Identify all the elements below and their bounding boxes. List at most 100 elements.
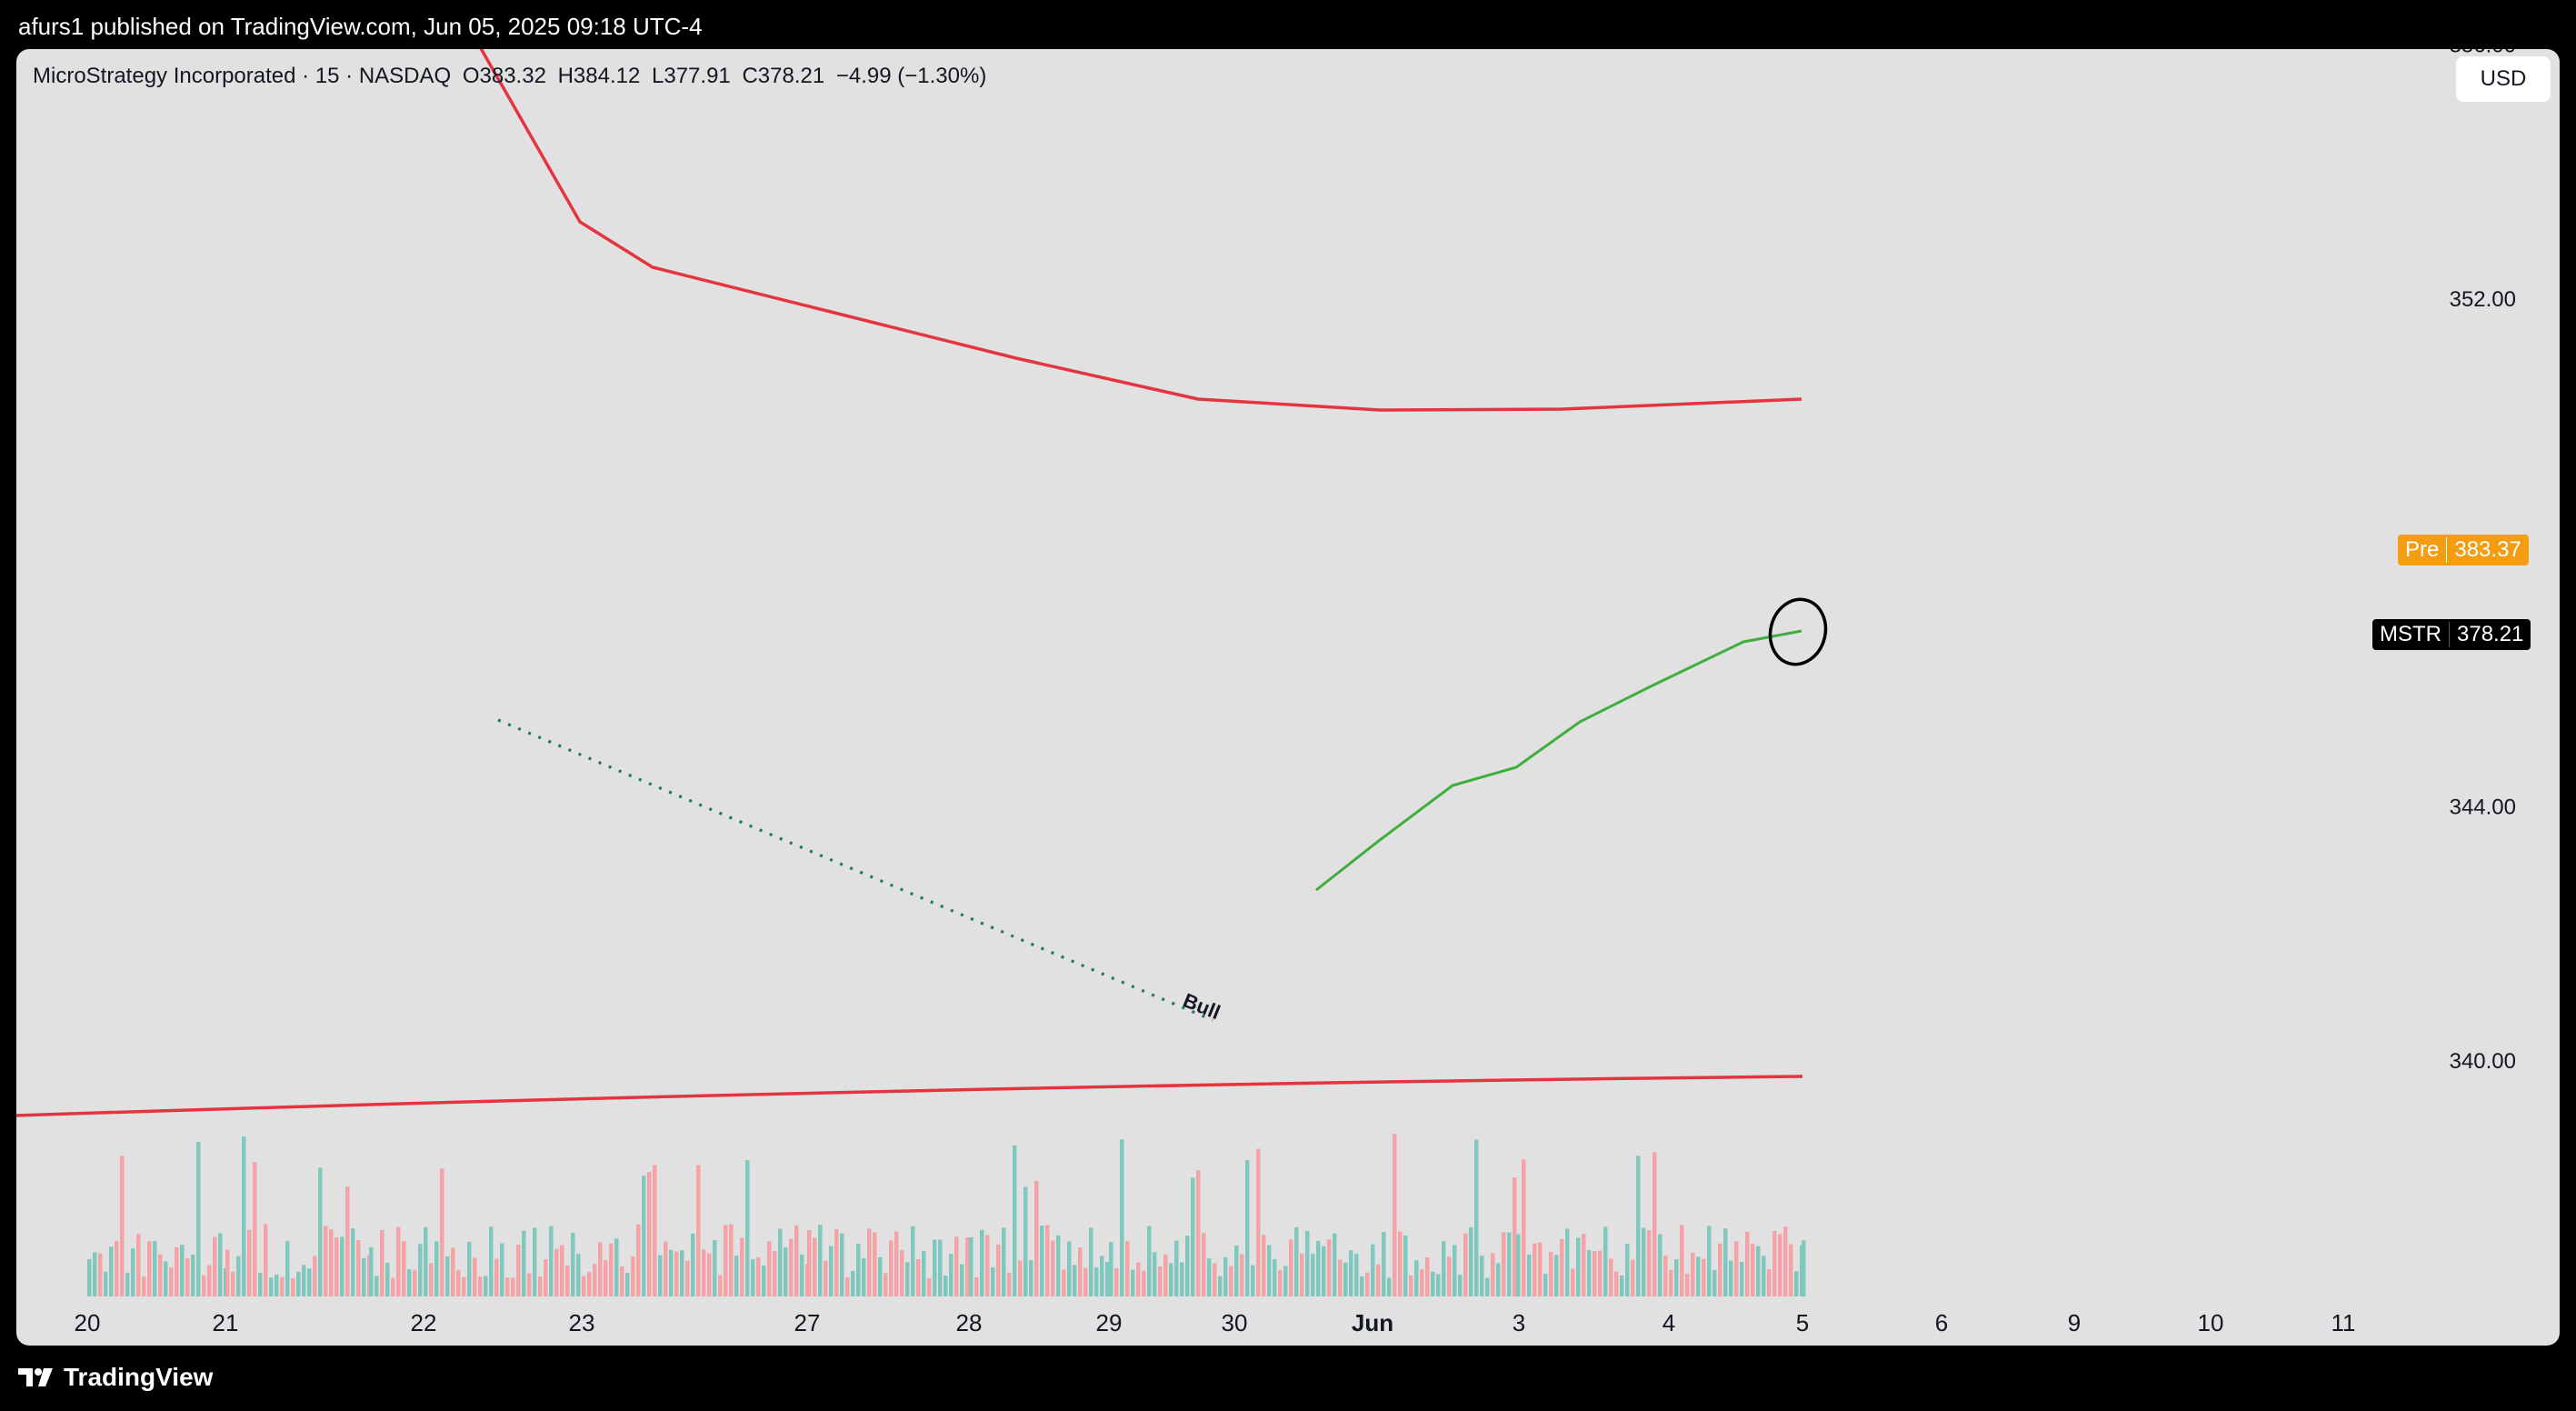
volume-bar bbox=[302, 1265, 306, 1296]
volume-bar bbox=[1707, 1226, 1712, 1296]
volume-bar bbox=[538, 1276, 543, 1296]
publisher-text: afurs1 published on TradingView.com, Jun… bbox=[18, 13, 703, 40]
currency-button[interactable]: USD bbox=[2456, 56, 2551, 102]
volume-bar bbox=[696, 1165, 701, 1296]
volume-bar bbox=[1436, 1274, 1441, 1296]
volume-bar bbox=[664, 1241, 668, 1296]
volume-bar bbox=[669, 1249, 674, 1296]
volume-bar bbox=[1745, 1231, 1750, 1296]
volume-bar bbox=[1538, 1242, 1543, 1296]
volume-moving-average bbox=[16, 1075, 1803, 1117]
volume-bar bbox=[1802, 1240, 1806, 1296]
volume-bar bbox=[1513, 1177, 1517, 1296]
volume-bar bbox=[1013, 1145, 1017, 1296]
volume-bar bbox=[1560, 1238, 1564, 1296]
volume-bar bbox=[440, 1168, 444, 1296]
volume-bars bbox=[87, 1134, 1806, 1296]
volume-bar bbox=[1565, 1228, 1570, 1296]
volume-bar bbox=[1576, 1237, 1581, 1296]
volume-bar bbox=[582, 1276, 586, 1296]
volume-bar bbox=[418, 1244, 423, 1296]
volume-bar bbox=[614, 1238, 619, 1296]
volume-bar bbox=[1294, 1226, 1299, 1296]
volume-bar bbox=[313, 1256, 317, 1296]
time-tick: 6 bbox=[1935, 1309, 1948, 1336]
volume-bar bbox=[1485, 1277, 1490, 1296]
volume-bar bbox=[1223, 1256, 1228, 1296]
volume-bar bbox=[1647, 1230, 1652, 1296]
volume-bar bbox=[916, 1259, 921, 1296]
tradingview-logo[interactable]: TradingView bbox=[18, 1363, 213, 1392]
volume-bar bbox=[593, 1264, 597, 1296]
volume-bar bbox=[653, 1165, 657, 1296]
volume-bar bbox=[598, 1242, 603, 1296]
volume-bar bbox=[1045, 1225, 1050, 1296]
volume-bar bbox=[1620, 1275, 1624, 1296]
volume-bar bbox=[1642, 1227, 1646, 1296]
volume-bar bbox=[402, 1241, 406, 1296]
time-tick: 27 bbox=[794, 1309, 821, 1336]
volume-bar bbox=[1516, 1234, 1521, 1296]
price-axis[interactable]: 408.00404.00400.00396.00392.00388.00384.… bbox=[2450, 49, 2516, 1074]
volume-bar bbox=[922, 1251, 926, 1296]
volume-bar bbox=[949, 1254, 954, 1296]
volume-bar bbox=[1002, 1227, 1006, 1296]
highlight-circle bbox=[1768, 597, 1828, 666]
volume-bar bbox=[1625, 1244, 1630, 1296]
volume-bar bbox=[1652, 1152, 1657, 1296]
price-chart[interactable]: Bull 408.00404.00400.00396.00392.00388.0… bbox=[16, 49, 2560, 1346]
volume-bar bbox=[1783, 1226, 1788, 1296]
volume-bar bbox=[473, 1257, 477, 1296]
volume-bar bbox=[587, 1272, 592, 1296]
volume-bar bbox=[1794, 1271, 1799, 1296]
volume-bar bbox=[1147, 1226, 1152, 1296]
time-axis[interactable]: 20 21 22 23 27 28 29 30 Jun 3 4 5 6 9 10 11 bbox=[75, 1309, 2356, 1336]
volume-bar bbox=[1262, 1235, 1266, 1296]
volume-bar bbox=[751, 1259, 755, 1296]
volume-bar bbox=[1756, 1246, 1761, 1296]
volume-bar bbox=[467, 1241, 472, 1296]
chart-area[interactable]: Bull 408.00404.00400.00396.00392.00388.0… bbox=[16, 49, 2560, 1346]
volume-bar bbox=[1414, 1260, 1419, 1296]
volume-bar bbox=[933, 1239, 937, 1296]
volume-bar bbox=[718, 1275, 723, 1296]
volume-bar bbox=[1496, 1263, 1501, 1296]
volume-bar bbox=[1327, 1239, 1332, 1296]
premarket-label: Pre bbox=[2405, 537, 2440, 562]
volume-bar bbox=[1142, 1270, 1146, 1296]
volume-bar bbox=[991, 1267, 995, 1296]
volume-bar bbox=[462, 1276, 466, 1296]
volume-bar bbox=[1283, 1266, 1288, 1296]
volume-bar bbox=[98, 1253, 103, 1296]
time-tick: 11 bbox=[2331, 1309, 2356, 1336]
volume-bar bbox=[1240, 1254, 1244, 1296]
time-tick: Jun bbox=[1352, 1309, 1393, 1336]
volume-bar bbox=[1469, 1226, 1473, 1296]
volume-bar bbox=[1480, 1256, 1484, 1296]
volume-bar bbox=[1078, 1247, 1083, 1296]
volume-bar bbox=[1094, 1266, 1099, 1296]
volume-bar bbox=[549, 1226, 554, 1296]
volume-bar bbox=[969, 1236, 973, 1296]
volume-bar bbox=[862, 1257, 866, 1296]
volume-bar bbox=[334, 1237, 339, 1296]
volume-bar bbox=[1273, 1259, 1277, 1296]
volume-bar bbox=[1603, 1226, 1608, 1296]
volume-bar bbox=[867, 1228, 872, 1296]
volume-bar bbox=[889, 1240, 894, 1296]
volume-bar bbox=[307, 1268, 312, 1296]
volume-bar bbox=[565, 1265, 570, 1296]
volume-bar bbox=[153, 1241, 157, 1296]
volume-bar bbox=[1158, 1266, 1163, 1296]
volume-bar bbox=[500, 1243, 504, 1296]
volume-bar bbox=[642, 1176, 646, 1296]
price-tick: 340.00 bbox=[2450, 1049, 2516, 1074]
volume-bar bbox=[1691, 1252, 1695, 1296]
volume-bar bbox=[1100, 1256, 1104, 1296]
volume-bar bbox=[424, 1226, 428, 1296]
volume-bar bbox=[1442, 1241, 1446, 1296]
volume-bar bbox=[1245, 1159, 1250, 1296]
volume-bar bbox=[604, 1260, 608, 1296]
volume-bar bbox=[1587, 1250, 1592, 1296]
volume-bar bbox=[729, 1224, 734, 1296]
